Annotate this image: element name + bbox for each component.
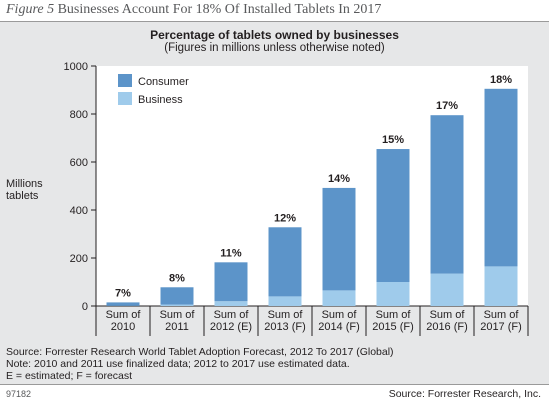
bar-business <box>214 301 248 306</box>
footer-source: Source: Forrester Research, Inc. <box>388 388 541 400</box>
x-tick-label: 2012 (E) <box>210 321 252 333</box>
bar-business <box>484 266 518 306</box>
y-axis-label: Millions tablets <box>6 178 43 202</box>
bar-consumer <box>214 262 248 302</box>
y-tick-label: 1000 <box>64 61 88 73</box>
figure-number: Figure 5 <box>6 2 55 17</box>
source-note: Source: Forrester Research World Tablet … <box>6 346 394 358</box>
x-tick-label: Sum of <box>160 309 196 321</box>
bottom-rule <box>0 384 549 385</box>
bar-percent-label: 18% <box>490 74 512 86</box>
y-tick-label: 200 <box>70 253 88 265</box>
bar-percent-label: 12% <box>274 212 296 224</box>
x-tick-label: Sum of <box>268 309 304 321</box>
abbreviation-note: E = estimated; F = forecast <box>6 370 133 382</box>
bar-percent-label: 7% <box>115 287 131 299</box>
x-tick-label: 2016 (F) <box>426 321 468 333</box>
x-tick-label: 2010 <box>111 321 135 333</box>
y-axis-label-line-1: Millions <box>6 178 43 190</box>
bar-consumer <box>322 187 356 291</box>
bar-business <box>322 290 356 306</box>
chart-title: Percentage of tablets owned by businesse… <box>150 28 399 42</box>
figure-title: Figure 5 Businesses Account For 18% Of I… <box>6 2 381 18</box>
bar-business <box>268 296 302 306</box>
y-axis-label-line-2: tablets <box>6 190 39 202</box>
x-tick-label: 2013 (F) <box>264 321 306 333</box>
y-tick-label: 800 <box>70 109 88 121</box>
bar-business <box>160 304 194 306</box>
bar-consumer <box>160 287 194 305</box>
x-tick-label: Sum of <box>376 309 412 321</box>
bar-percent-label: 11% <box>220 247 242 259</box>
bar-percent-label: 8% <box>169 272 185 284</box>
y-tick-label: 600 <box>70 157 88 169</box>
bar-percent-label: 15% <box>382 134 404 146</box>
bar-consumer <box>268 227 302 297</box>
x-tick-label: 2011 <box>165 321 189 333</box>
bar-percent-label: 14% <box>328 173 350 185</box>
x-tick-label: Sum of <box>106 309 142 321</box>
data-note: Note: 2010 and 2011 use finalized data; … <box>6 358 350 370</box>
x-tick-label: Sum of <box>322 309 358 321</box>
figure-title-text: Businesses Account For 18% Of Installed … <box>57 2 382 17</box>
y-tick-label: 0 <box>82 301 88 313</box>
bar-consumer <box>376 149 410 282</box>
legend-swatch <box>118 74 132 87</box>
legend-swatch <box>118 92 132 105</box>
bar-percent-label: 17% <box>436 100 458 112</box>
x-tick-label: 2017 (F) <box>480 321 522 333</box>
source-notes: Source: Forrester Research World Tablet … <box>6 346 394 382</box>
figure-id: 97182 <box>6 389 32 399</box>
x-tick-label: 2015 (F) <box>372 321 414 333</box>
bar-business <box>376 282 410 306</box>
bar-consumer <box>430 115 464 274</box>
legend-label: Business <box>138 94 183 106</box>
x-tick-label: Sum of <box>214 309 250 321</box>
x-tick-label: Sum of <box>430 309 466 321</box>
top-rule <box>0 21 549 22</box>
bar-business <box>430 273 464 306</box>
y-tick-label: 400 <box>70 205 88 217</box>
chart-subtitle: (Figures in millions unless otherwise no… <box>164 42 385 54</box>
x-tick-label: Sum of <box>484 309 520 321</box>
x-tick-label: 2014 (F) <box>318 321 360 333</box>
legend-label: Consumer <box>138 76 189 88</box>
bar-consumer <box>484 88 518 267</box>
bar-consumer <box>106 302 140 306</box>
